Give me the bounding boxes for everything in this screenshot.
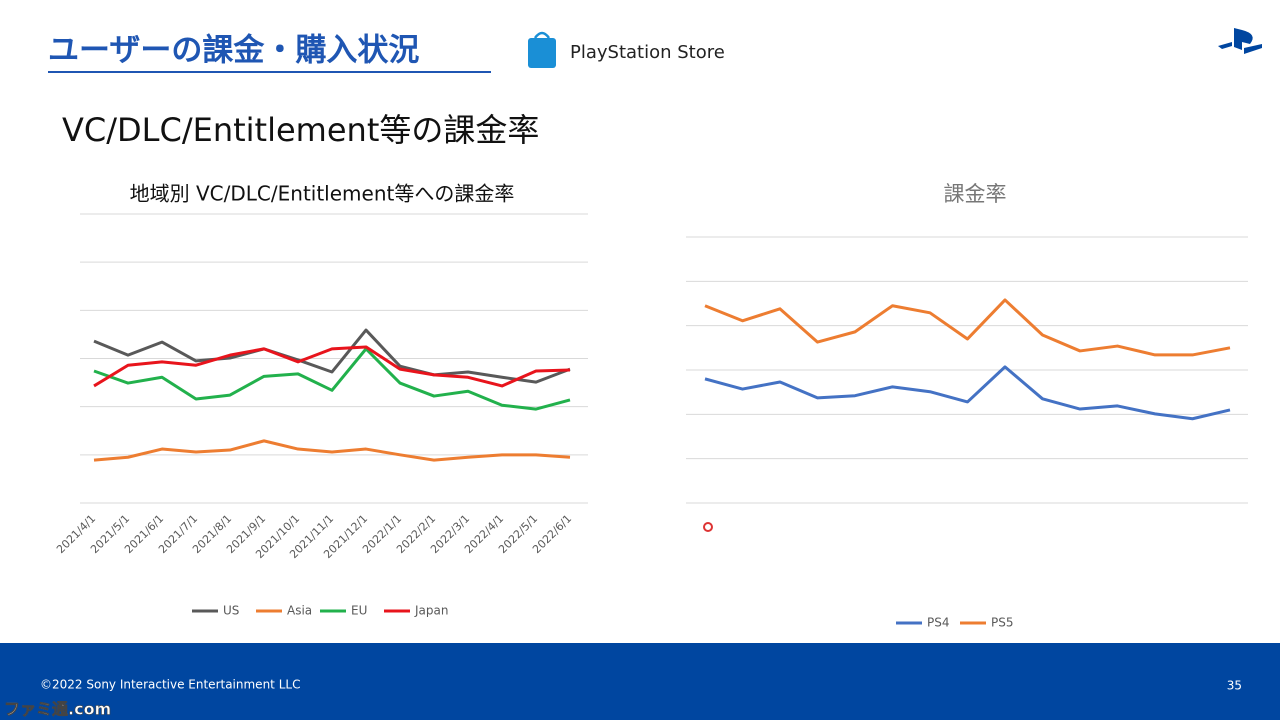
series-line [93, 328, 571, 384]
page-number: 35 [1227, 679, 1242, 693]
legend-label: Asia [287, 604, 312, 618]
series-line [704, 298, 1231, 357]
legend-label: EU [351, 604, 367, 618]
slide-heading: VC/DLC/Entitlement等の課金率 [62, 111, 539, 149]
chart-title: 地域別 VC/DLC/Entitlement等への課金率 [130, 182, 515, 206]
series-line [704, 365, 1231, 421]
footer-band [0, 643, 1280, 720]
store-logo [528, 31, 556, 68]
watermark: ファミ通.com [4, 700, 111, 719]
store-name: PlayStation Store [570, 42, 725, 63]
ps-logo [1218, 28, 1262, 54]
legend-label: PS5 [991, 616, 1014, 630]
series-line [93, 439, 571, 462]
slide-title: ユーザーの課金・購入状況 [48, 33, 419, 69]
legend-label: US [223, 604, 239, 618]
cursor-dot [703, 522, 713, 532]
chart-title: 課金率 [944, 182, 1007, 206]
copyright: ©2022 Sony Interactive Entertainment LLC [40, 678, 300, 692]
legend-label: PS4 [927, 616, 950, 630]
legend-label: Japan [414, 604, 448, 618]
series-line [93, 345, 571, 388]
series-line [93, 347, 571, 411]
